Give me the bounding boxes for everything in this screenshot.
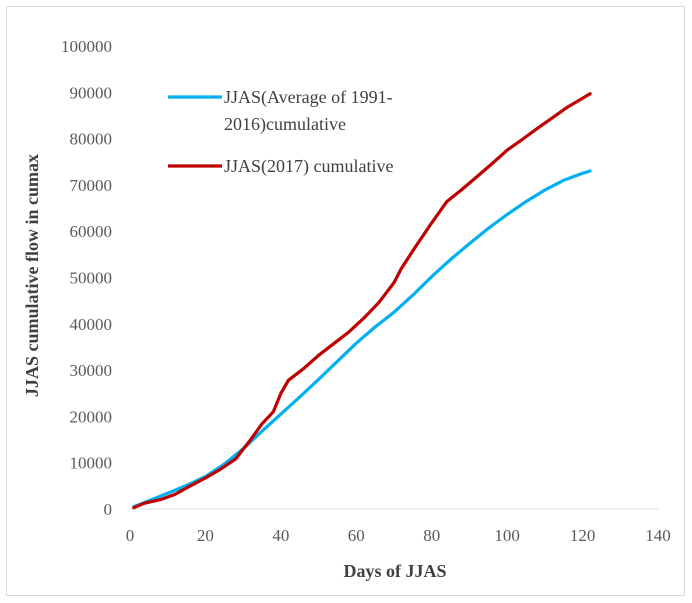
x-axis-ticks: 0 20 40 60 80 100 120 140 [126,526,671,545]
y-tick-label: 20000 [70,407,113,426]
x-tick-label: 120 [570,526,596,545]
y-tick-label: 80000 [70,130,113,149]
x-tick-label: 140 [645,526,671,545]
legend-label-1: JJAS(Average of 1991- [224,87,393,108]
y-axis-title: JJAS cumulative flow in cumax [22,154,42,397]
x-tick-label: 40 [272,526,289,545]
y-tick-label: 50000 [70,269,113,288]
x-axis-title: Days of JJAS [343,561,446,581]
y-tick-label: 60000 [70,222,113,241]
y-tick-label: 10000 [70,454,113,473]
x-tick-label: 20 [197,526,214,545]
x-tick-label: 60 [348,526,365,545]
x-tick-label: 100 [494,526,520,545]
legend-label-2: JJAS(2017) cumulative [224,156,393,177]
y-axis-ticks: 0 10000 20000 30000 40000 50000 60000 70000 8000… [61,37,112,519]
y-tick-label: 100000 [61,37,112,56]
y-tick-label: 70000 [70,176,113,195]
y-tick-label: 40000 [70,315,113,334]
legend-label-1: 2016)cumulative [224,114,346,135]
y-tick-label: 90000 [70,83,113,102]
legend: JJAS(Average of 1991- 2016)cumulative JJAS… [168,87,393,177]
y-tick-label: 30000 [70,361,113,380]
x-tick-label: 0 [126,526,135,545]
x-tick-label: 80 [423,526,440,545]
series-line-1 [134,171,590,507]
y-tick-label: 0 [104,500,113,519]
